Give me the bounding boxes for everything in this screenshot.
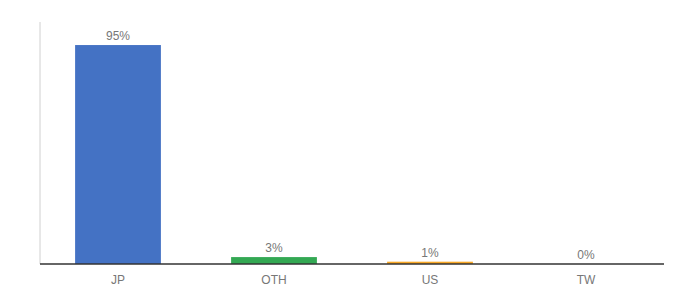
chart-container: 95% 3% 1% 0% JP OTH US TW [0, 0, 680, 300]
bar [75, 45, 161, 264]
data-label: 3% [265, 241, 283, 255]
data-label: 95% [106, 29, 130, 43]
data-label: 1% [421, 246, 439, 260]
x-tick-label: TW [577, 273, 596, 287]
bars [75, 45, 473, 264]
chart-svg: 95% 3% 1% 0% JP OTH US TW [0, 0, 680, 300]
y-axis-line [40, 22, 41, 264]
x-tick-label: JP [111, 273, 125, 287]
x-tick-label: OTH [261, 273, 286, 287]
bar [231, 257, 317, 264]
x-axis-line [40, 263, 664, 265]
x-tick-label: US [422, 273, 439, 287]
data-label: 0% [577, 248, 595, 262]
